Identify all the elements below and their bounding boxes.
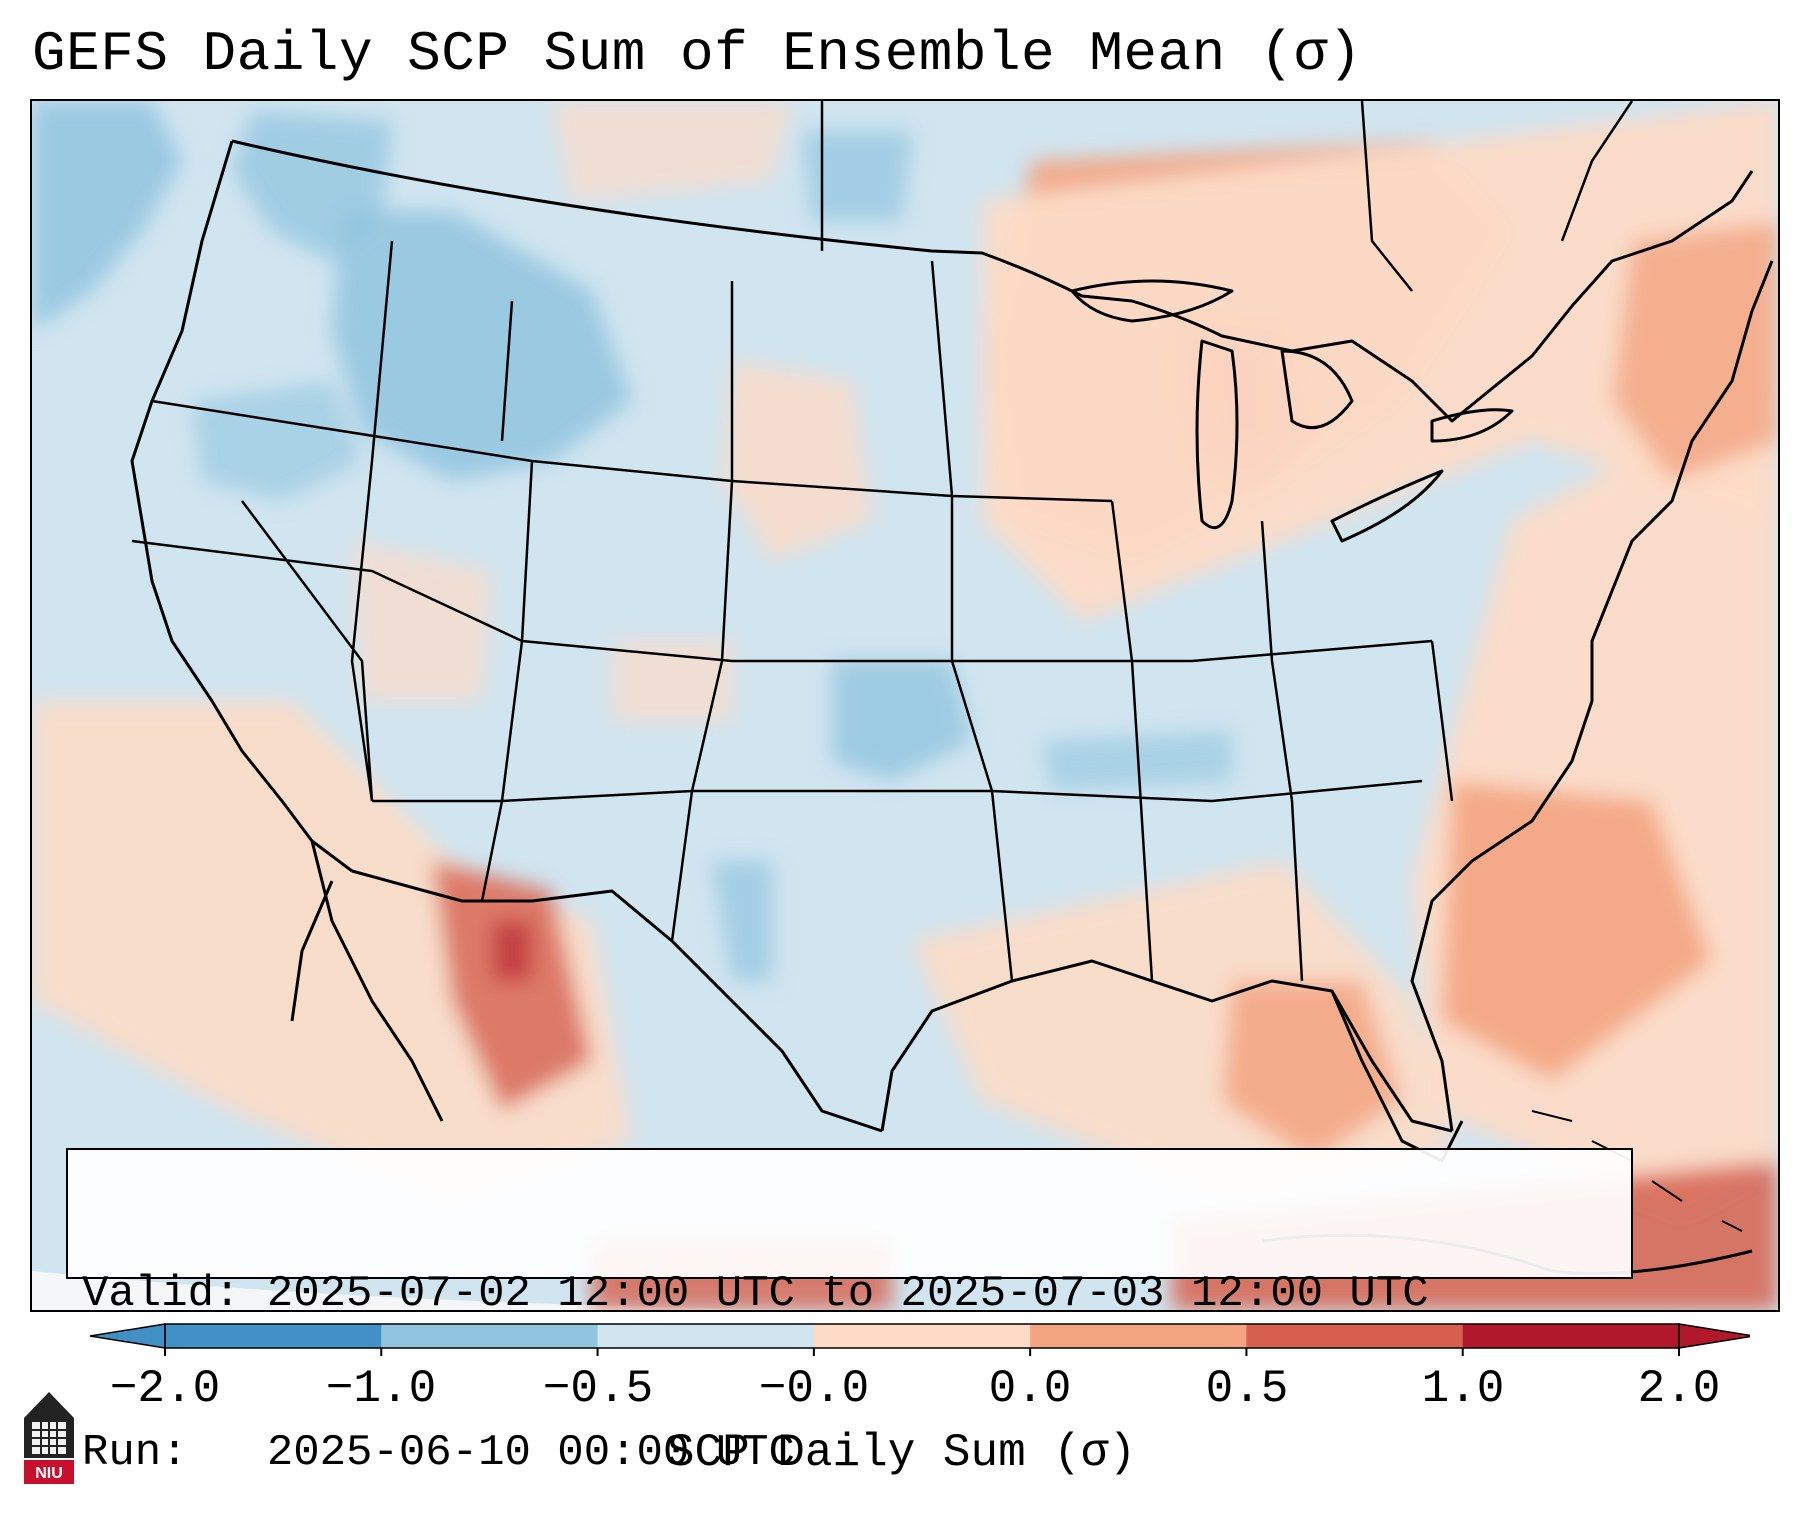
colorbar-tick-label: −2.0 — [109, 1363, 221, 1415]
positive-anomaly-scattered-colorado — [612, 641, 732, 721]
state-lines — [131, 240, 1454, 982]
positive-anomaly-scattered-nevada — [352, 541, 492, 701]
validity-info-box: Valid: 2025-07-02 12:00 UTC to 2025-07-0… — [66, 1148, 1633, 1478]
colorbar-tick-label: 0.5 — [1205, 1363, 1289, 1415]
valid-line: Valid: 2025-07-02 12:00 UTC to 2025-07-0… — [82, 1268, 1617, 1321]
colorbar-segment — [381, 1324, 599, 1348]
lake-superior — [1070, 279, 1234, 323]
colorbar-segment — [1246, 1324, 1464, 1348]
colorbar-segment — [813, 1324, 1031, 1348]
map-panel[interactable] — [30, 99, 1780, 1312]
negative-anomaly-west-texas — [712, 861, 772, 981]
positive-anomaly-mexico-peak — [492, 921, 532, 981]
positive-anomaly-pacific-nw-coast — [552, 101, 792, 201]
colorbar-extend-low — [89, 1323, 166, 1349]
colorbar-outline — [164, 1323, 1680, 1349]
run-line: Run: 2025-06-10 00:00 UTC — [82, 1427, 1617, 1480]
colorbar-tick-label: 2.0 — [1637, 1363, 1721, 1415]
colorbar-segment — [597, 1324, 815, 1348]
us-canada-border — [231, 139, 1754, 423]
east-coast — [1410, 260, 1774, 1132]
projection-edge — [32, 1271, 932, 1310]
negative-anomaly-oklahoma — [832, 661, 972, 781]
colorbar-tick-label: −0.0 — [758, 1363, 870, 1415]
valid-value: 2025-07-02 12:00 UTC to 2025-07-03 12:00… — [266, 1269, 1429, 1319]
negative-anomaly-pacific-nw — [32, 101, 182, 331]
lake-erie — [1330, 469, 1444, 543]
canada-province-lines — [820, 101, 1634, 292]
run-label: Run: — [82, 1428, 188, 1478]
colorbar — [89, 1323, 1750, 1356]
florida — [1330, 990, 1464, 1163]
niu-logo-text: NIU — [35, 1465, 63, 1482]
lake-michigan — [1195, 339, 1239, 530]
colorbar-tick-label: 0.0 — [988, 1363, 1072, 1415]
positive-anomaly-atlantic-core — [1442, 781, 1712, 1081]
gulf-coast — [880, 959, 1453, 1133]
colorbar-segment — [1030, 1324, 1247, 1348]
negative-anomaly-idaho-montana — [332, 211, 632, 481]
negative-anomaly-north-dakota — [802, 131, 912, 221]
lake-ontario — [1430, 408, 1514, 443]
niu-logo: NIU — [24, 1392, 74, 1484]
colorbar-tick-label: 1.0 — [1421, 1363, 1505, 1415]
colorbar-segment — [1462, 1324, 1680, 1348]
run-value: 2025-06-10 00:00 UTC — [266, 1428, 795, 1478]
colorbar-tick-label: −1.0 — [325, 1363, 437, 1415]
us-west-coast — [130, 140, 353, 873]
colorbar-label: SCP Daily Sum (σ) — [666, 1427, 1137, 1479]
colorbar-extend-high — [1678, 1323, 1750, 1349]
colorbar-tick-label: −0.5 — [542, 1363, 654, 1415]
positive-anomaly-mexico — [32, 701, 632, 1201]
lake-huron — [1280, 349, 1354, 430]
positive-anomaly-florida — [1222, 981, 1402, 1161]
positive-anomaly-new-england — [1612, 221, 1778, 481]
positive-anomaly-scattered-plains — [722, 361, 872, 561]
chart-title: GEFS Daily SCP Sum of Ensemble Mean (σ) — [32, 22, 1363, 86]
negative-anomaly-oregon — [192, 381, 362, 501]
colorbar-segment — [165, 1324, 382, 1348]
baja-california — [290, 840, 444, 1122]
positive-anomaly-mexico-core — [432, 861, 592, 1111]
valid-label: Valid: — [82, 1269, 241, 1319]
us-map — [32, 101, 1778, 1310]
